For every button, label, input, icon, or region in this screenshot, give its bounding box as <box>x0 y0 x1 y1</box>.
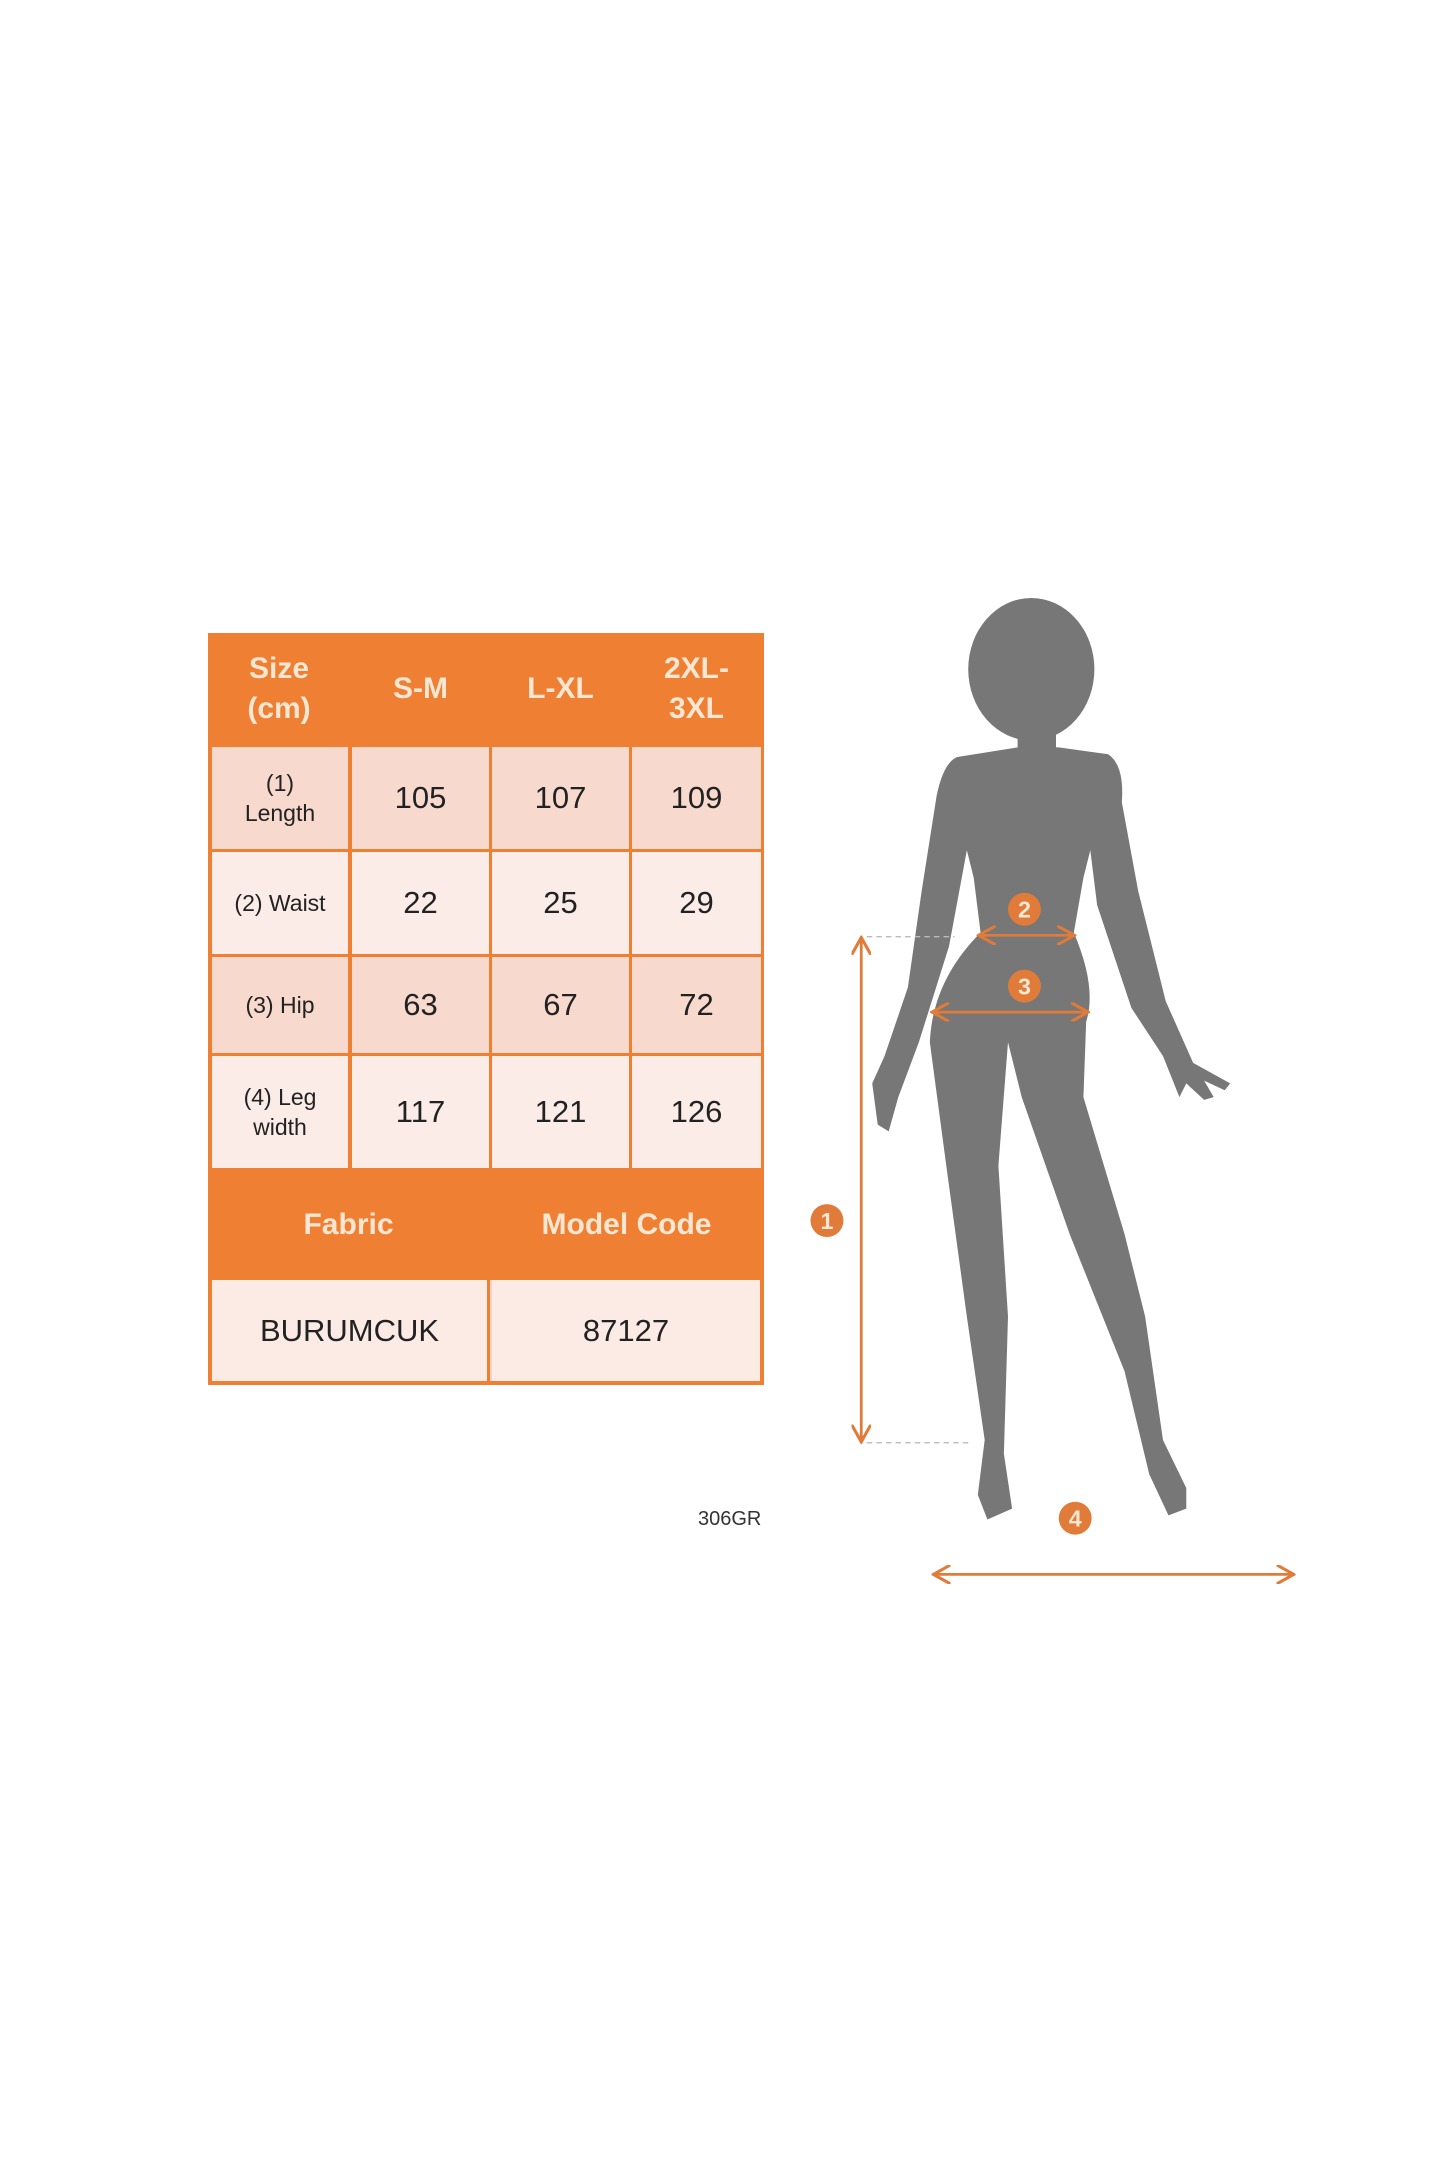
svg-text:1: 1 <box>820 1208 833 1234</box>
table-cell: 72 <box>632 957 761 1053</box>
marker-1: 1 <box>810 1204 844 1238</box>
table-cell: 109 <box>632 747 761 849</box>
marker-3: 3 <box>1008 969 1041 1003</box>
header-fabric: Fabric <box>303 1207 394 1241</box>
row-label-length: (1) Length <box>212 747 348 849</box>
table-cell: 117 <box>352 1056 489 1168</box>
table-cell: 121 <box>492 1056 629 1168</box>
header-model-code: Model Code <box>541 1207 712 1241</box>
header-2xl-3xl: 2XL- 3XL <box>663 651 729 725</box>
table-cell: 105 <box>352 747 489 849</box>
header-s-m: S-M <box>393 671 448 705</box>
svg-text:4: 4 <box>1069 1505 1082 1531</box>
table-cell: 107 <box>492 747 629 849</box>
header-l-xl: L-XL <box>527 671 594 705</box>
table-cell: 29 <box>632 852 761 954</box>
table-cell: 63 <box>352 957 489 1053</box>
row-label-hip: (3) Hip <box>212 957 348 1053</box>
table-cell: 67 <box>492 957 629 1053</box>
woman-silhouette <box>872 597 1231 1520</box>
table-cell: 25 <box>492 852 629 954</box>
svg-text:2: 2 <box>1018 896 1031 922</box>
marker-4: 4 <box>1058 1501 1092 1535</box>
svg-text:3: 3 <box>1018 973 1031 999</box>
size-chart-table: Size (cm) S-M L-XL 2XL- 3XL (1) Length 1… <box>208 633 764 1385</box>
fabric-value: BURUMCUK <box>212 1280 487 1381</box>
marker-2: 2 <box>1008 892 1041 926</box>
row-label-waist: (2) Waist <box>212 852 348 954</box>
product-code: 306GR <box>698 1508 762 1530</box>
row-label-leg-width: (4) Leg width <box>212 1056 348 1168</box>
model-code-value: 87127 <box>490 1280 760 1381</box>
table-cell: 126 <box>632 1056 761 1168</box>
header-size-cm: Size (cm) <box>247 651 311 725</box>
table-cell: 22 <box>352 852 489 954</box>
